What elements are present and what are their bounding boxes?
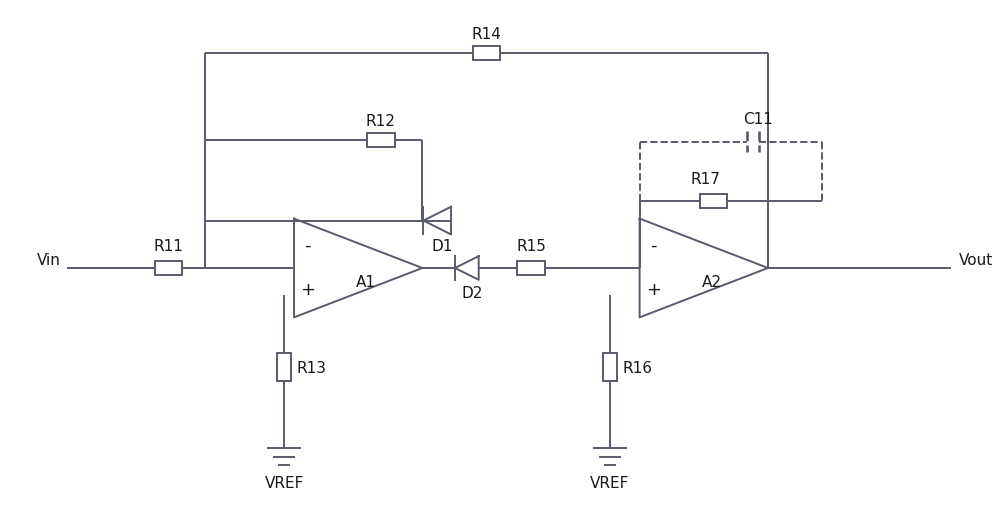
Text: R16: R16 xyxy=(623,361,653,376)
Text: Vout: Vout xyxy=(959,253,993,268)
Text: R13: R13 xyxy=(297,361,327,376)
Text: Vin: Vin xyxy=(37,253,61,268)
Bar xyxy=(603,353,617,380)
Bar xyxy=(473,46,500,60)
Bar xyxy=(517,261,545,275)
Text: -: - xyxy=(305,237,311,255)
Bar xyxy=(700,194,727,208)
Text: D2: D2 xyxy=(461,286,482,301)
Text: -: - xyxy=(650,237,657,255)
Text: VREF: VREF xyxy=(590,476,630,491)
Text: R17: R17 xyxy=(691,172,721,187)
Text: R14: R14 xyxy=(472,28,502,43)
Text: R15: R15 xyxy=(516,239,546,254)
Text: R12: R12 xyxy=(366,114,396,129)
Bar xyxy=(367,132,395,146)
Text: A1: A1 xyxy=(356,275,376,290)
Text: D1: D1 xyxy=(431,239,453,254)
Text: +: + xyxy=(646,281,661,299)
Text: C11: C11 xyxy=(743,112,773,127)
Bar xyxy=(155,261,182,275)
Text: VREF: VREF xyxy=(264,476,304,491)
Bar xyxy=(277,353,291,380)
Text: R11: R11 xyxy=(154,239,184,254)
Text: +: + xyxy=(300,281,315,299)
Text: A2: A2 xyxy=(702,275,722,290)
